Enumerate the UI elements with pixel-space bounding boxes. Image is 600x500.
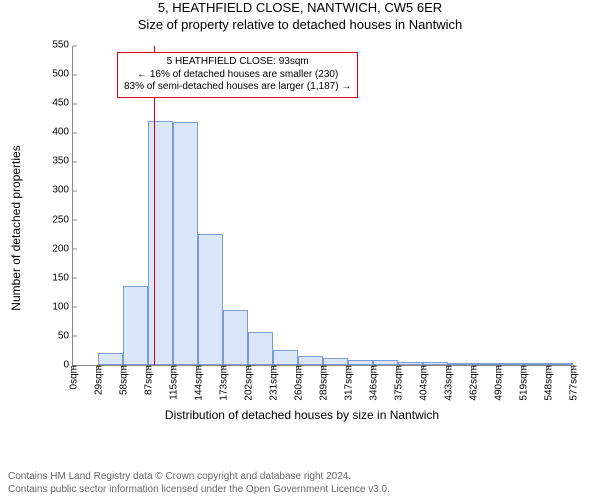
x-tick: 29sqm xyxy=(92,365,105,395)
y-tick: 50 xyxy=(58,330,73,341)
y-tick: 550 xyxy=(52,40,73,51)
histogram-bar xyxy=(173,122,198,365)
histogram-bar xyxy=(448,363,473,365)
histogram-bar xyxy=(398,362,423,365)
histogram-bar xyxy=(548,363,573,365)
histogram-bar xyxy=(423,362,448,365)
x-tick: 0sqm xyxy=(67,365,80,389)
page-title: 5, HEATHFIELD CLOSE, NANTWICH, CW5 6ER xyxy=(0,0,600,15)
y-tick: 250 xyxy=(52,214,73,225)
histogram-bar xyxy=(198,234,223,365)
x-tick: 433sqm xyxy=(442,365,455,401)
histogram-bar xyxy=(98,353,123,365)
histogram-bar xyxy=(348,360,373,365)
annotation-line: 83% of semi-detached houses are larger (… xyxy=(124,81,351,94)
x-tick: 317sqm xyxy=(342,365,355,401)
histogram-bar xyxy=(223,310,248,365)
histogram-bar xyxy=(473,363,498,365)
histogram-bar xyxy=(373,360,398,365)
footer-line: Contains public sector information licen… xyxy=(8,484,390,497)
x-tick: 173sqm xyxy=(217,365,230,401)
x-axis-label: Distribution of detached houses by size … xyxy=(165,408,439,422)
page-subtitle: Size of property relative to detached ho… xyxy=(0,17,600,32)
y-tick: 100 xyxy=(52,301,73,312)
x-tick: 260sqm xyxy=(292,365,305,401)
x-tick: 115sqm xyxy=(167,365,180,400)
histogram-bar xyxy=(123,286,148,365)
annotation-line: 5 HEATHFIELD CLOSE: 93sqm xyxy=(124,56,351,69)
y-tick: 500 xyxy=(52,69,73,80)
footer-line: Contains HM Land Registry data © Crown c… xyxy=(8,471,390,484)
y-tick: 350 xyxy=(52,156,73,167)
histogram-bar xyxy=(523,363,548,365)
y-tick: 200 xyxy=(52,243,73,254)
annotation-box: 5 HEATHFIELD CLOSE: 93sqm ← 16% of detac… xyxy=(117,52,358,98)
x-tick: 490sqm xyxy=(492,365,505,401)
plot-area: 0501001502002503003504004505005500sqm29s… xyxy=(72,46,572,366)
x-tick: 289sqm xyxy=(317,365,330,401)
y-tick: 400 xyxy=(52,127,73,138)
histogram-bar xyxy=(148,121,173,365)
y-tick: 300 xyxy=(52,185,73,196)
footer-text: Contains HM Land Registry data © Crown c… xyxy=(8,471,390,496)
x-tick: 404sqm xyxy=(417,365,430,401)
histogram-bar xyxy=(248,332,273,365)
histogram-bar xyxy=(273,350,298,365)
x-tick: 58sqm xyxy=(117,365,130,395)
x-tick: 346sqm xyxy=(367,365,380,401)
x-tick: 375sqm xyxy=(392,365,405,401)
x-tick: 231sqm xyxy=(267,365,280,401)
x-tick: 462sqm xyxy=(467,365,480,401)
histogram-bar xyxy=(298,356,323,365)
y-axis-label: Number of detached properties xyxy=(9,145,23,310)
x-tick: 519sqm xyxy=(517,365,530,401)
x-tick: 577sqm xyxy=(567,365,580,401)
annotation-line: ← 16% of detached houses are smaller (23… xyxy=(124,69,351,82)
x-tick: 202sqm xyxy=(242,365,255,401)
x-tick: 87sqm xyxy=(142,365,155,395)
x-tick: 144sqm xyxy=(192,365,205,401)
chart-container: Number of detached properties 0501001502… xyxy=(22,38,582,418)
y-tick: 150 xyxy=(52,272,73,283)
x-tick: 548sqm xyxy=(542,365,555,401)
histogram-bar xyxy=(323,358,348,365)
histogram-bar xyxy=(498,363,523,365)
y-tick: 450 xyxy=(52,98,73,109)
